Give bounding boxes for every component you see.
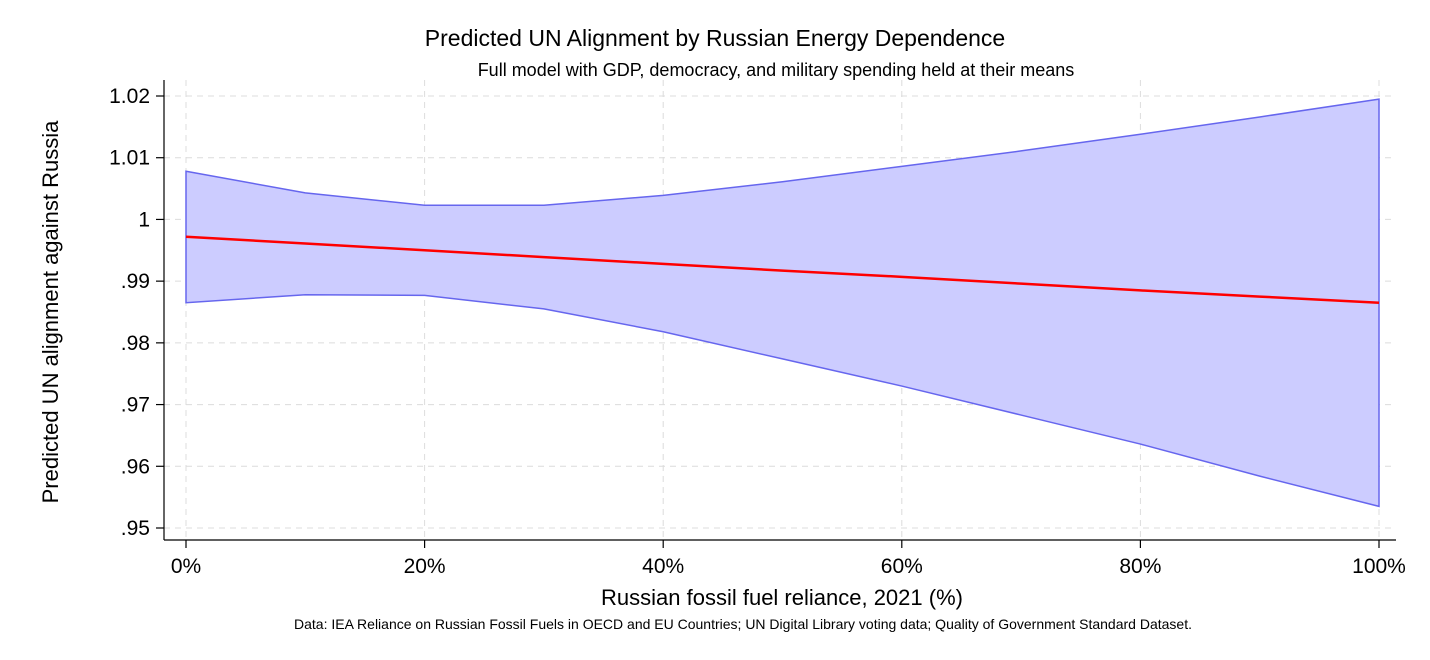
- prediction-line: [185, 235, 1380, 304]
- y-tick-label: .99: [121, 270, 150, 293]
- y-tick-label: 1.02: [109, 85, 150, 108]
- x-tick-label: 80%: [1119, 555, 1161, 578]
- confidence-band: [185, 98, 1380, 508]
- data-source-note: Data: IEA Reliance on Russian Fossil Fue…: [294, 616, 1192, 632]
- chart-subtitle: Full model with GDP, democracy, and mili…: [478, 60, 1075, 80]
- prediction-series-line: [185, 235, 1380, 304]
- x-tick-label: 0%: [171, 555, 201, 578]
- y-tick-label: 1: [138, 208, 150, 231]
- x-axis-ticks: 0% 20% 40% 60% 80% 100%: [171, 540, 1406, 578]
- y-tick-label: .96: [121, 455, 150, 478]
- y-axis-title: Predicted UN alignment against Russia: [38, 120, 63, 504]
- y-tick-label: .95: [121, 517, 150, 540]
- x-tick-label: 40%: [642, 555, 684, 578]
- x-tick-label: 100%: [1352, 555, 1406, 578]
- y-tick-label: 1.01: [109, 147, 150, 170]
- ci-band-area: [185, 98, 1380, 508]
- x-tick-label: 60%: [881, 555, 923, 578]
- x-tick-label: 20%: [404, 555, 446, 578]
- y-axis-ticks: .95 .96 .97 .98 .99 1 1.01 1.02: [109, 85, 164, 540]
- chart-title: Predicted UN Alignment by Russian Energy…: [425, 25, 1005, 51]
- x-axis-title: Russian fossil fuel reliance, 2021 (%): [601, 585, 963, 610]
- y-tick-label: .98: [121, 332, 150, 355]
- y-tick-label: .97: [121, 394, 150, 417]
